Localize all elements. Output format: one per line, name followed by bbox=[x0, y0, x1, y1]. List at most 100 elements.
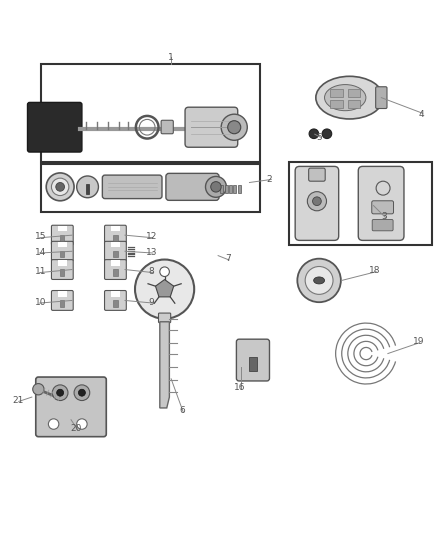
Bar bbox=[330, 100, 343, 108]
Bar bbox=[233, 185, 237, 193]
Circle shape bbox=[297, 259, 341, 302]
Text: 12: 12 bbox=[146, 232, 157, 241]
Circle shape bbox=[313, 197, 321, 206]
Ellipse shape bbox=[325, 85, 366, 111]
FancyBboxPatch shape bbox=[185, 107, 238, 147]
Circle shape bbox=[57, 389, 64, 396]
Bar bbox=[348, 100, 360, 108]
Circle shape bbox=[77, 419, 87, 429]
Text: 5: 5 bbox=[316, 133, 322, 142]
Text: 9: 9 bbox=[148, 298, 155, 306]
Circle shape bbox=[307, 192, 326, 211]
Text: 11: 11 bbox=[35, 267, 46, 276]
Text: 19: 19 bbox=[413, 337, 424, 346]
Polygon shape bbox=[160, 322, 170, 408]
Polygon shape bbox=[155, 279, 174, 297]
Bar bbox=[58, 261, 67, 266]
Bar bbox=[111, 226, 120, 231]
Bar bbox=[289, 162, 432, 245]
Bar bbox=[225, 185, 228, 193]
Ellipse shape bbox=[316, 76, 383, 119]
Circle shape bbox=[46, 173, 74, 201]
Bar bbox=[58, 226, 67, 231]
Circle shape bbox=[52, 385, 68, 400]
FancyBboxPatch shape bbox=[105, 290, 126, 310]
Text: 13: 13 bbox=[146, 248, 157, 256]
Text: 10: 10 bbox=[35, 298, 46, 306]
Circle shape bbox=[74, 385, 90, 400]
Circle shape bbox=[322, 129, 332, 139]
Circle shape bbox=[160, 267, 170, 277]
FancyBboxPatch shape bbox=[161, 120, 173, 134]
Text: 6: 6 bbox=[179, 407, 185, 416]
Bar bbox=[86, 184, 89, 194]
FancyBboxPatch shape bbox=[295, 166, 339, 240]
Bar bbox=[60, 269, 64, 276]
Text: 3: 3 bbox=[381, 212, 387, 221]
FancyBboxPatch shape bbox=[105, 260, 126, 279]
Bar bbox=[113, 235, 117, 241]
FancyBboxPatch shape bbox=[102, 175, 162, 199]
Text: 15: 15 bbox=[35, 232, 46, 241]
FancyBboxPatch shape bbox=[372, 220, 393, 231]
Bar bbox=[113, 251, 117, 257]
Bar bbox=[111, 292, 120, 297]
Circle shape bbox=[309, 129, 319, 139]
FancyBboxPatch shape bbox=[159, 313, 171, 322]
FancyBboxPatch shape bbox=[376, 87, 387, 109]
Bar bbox=[60, 251, 64, 257]
Text: 1: 1 bbox=[168, 53, 174, 62]
Circle shape bbox=[135, 260, 194, 319]
FancyBboxPatch shape bbox=[166, 173, 219, 200]
Bar bbox=[41, 64, 260, 162]
Text: 7: 7 bbox=[225, 254, 230, 263]
Bar bbox=[111, 242, 120, 247]
Bar bbox=[249, 358, 257, 372]
Text: 18: 18 bbox=[369, 266, 381, 276]
Circle shape bbox=[205, 176, 226, 197]
Bar bbox=[60, 235, 64, 241]
Circle shape bbox=[211, 182, 221, 192]
Bar bbox=[113, 300, 117, 306]
FancyBboxPatch shape bbox=[309, 168, 325, 181]
Bar bbox=[330, 90, 343, 97]
Bar bbox=[113, 269, 117, 276]
Bar bbox=[220, 185, 223, 193]
Bar bbox=[229, 185, 232, 193]
Text: 8: 8 bbox=[148, 267, 155, 276]
Circle shape bbox=[77, 176, 99, 198]
FancyBboxPatch shape bbox=[358, 166, 404, 240]
FancyBboxPatch shape bbox=[51, 290, 73, 310]
Text: 14: 14 bbox=[35, 248, 46, 256]
FancyBboxPatch shape bbox=[237, 339, 269, 381]
Bar bbox=[58, 292, 67, 297]
Text: 20: 20 bbox=[71, 424, 82, 433]
FancyBboxPatch shape bbox=[28, 102, 82, 152]
Circle shape bbox=[78, 389, 85, 396]
Ellipse shape bbox=[314, 277, 325, 284]
Text: 16: 16 bbox=[234, 383, 246, 392]
FancyBboxPatch shape bbox=[51, 241, 73, 261]
Bar bbox=[60, 300, 64, 306]
Bar bbox=[348, 90, 360, 97]
Circle shape bbox=[33, 384, 44, 395]
Circle shape bbox=[221, 114, 247, 140]
FancyBboxPatch shape bbox=[51, 225, 73, 245]
Bar bbox=[111, 261, 120, 266]
Text: 4: 4 bbox=[419, 110, 424, 119]
Text: 2: 2 bbox=[266, 175, 272, 184]
Circle shape bbox=[228, 120, 241, 134]
Circle shape bbox=[48, 419, 59, 429]
Bar bbox=[238, 185, 241, 193]
FancyBboxPatch shape bbox=[105, 225, 126, 245]
FancyBboxPatch shape bbox=[36, 377, 106, 437]
Circle shape bbox=[51, 178, 69, 196]
FancyBboxPatch shape bbox=[372, 201, 393, 214]
FancyBboxPatch shape bbox=[105, 241, 126, 261]
Bar bbox=[58, 242, 67, 247]
Bar bbox=[41, 164, 260, 212]
Circle shape bbox=[305, 266, 333, 294]
Text: 21: 21 bbox=[12, 396, 24, 405]
Circle shape bbox=[56, 182, 64, 191]
FancyBboxPatch shape bbox=[51, 260, 73, 279]
